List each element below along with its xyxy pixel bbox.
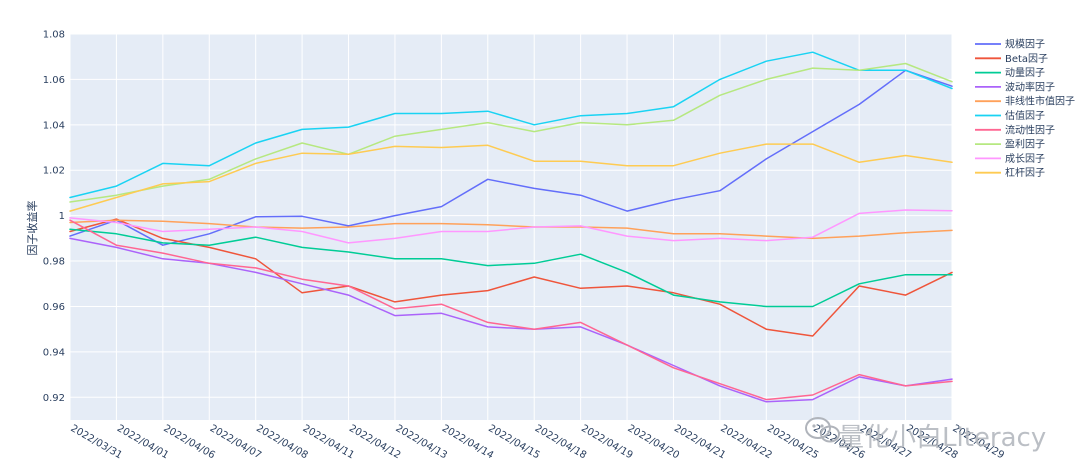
x-tick-label: 2022/04/18 (533, 423, 588, 460)
y-axis-title: 因子收益率 (25, 201, 39, 256)
legend[interactable]: 规模因子 Beta因子动量因子波动率因子非线性市值因子估值因子流动性因子盈利因子成… (975, 38, 1075, 180)
watermark-text: 量化小白Literacy (838, 423, 1046, 453)
series-line-7 (69, 62, 953, 203)
legend-item[interactable]: 动量因子 (975, 67, 1045, 79)
legend-item[interactable]: 流动性因子 (975, 123, 1055, 136)
x-tick-label: 2022/04/06 (161, 423, 216, 460)
x-tick-label: 2022/04/14 (440, 423, 495, 460)
legend-label: 动量因子 (1005, 67, 1045, 79)
watermark: 量化小白Literacy (805, 417, 1046, 453)
legend-label: 规模因子 (1005, 38, 1045, 51)
series-line-1 (69, 218, 953, 337)
legend-item[interactable]: 成长因子 (975, 153, 1045, 165)
legend-label: 非线性市值因子 (1005, 95, 1075, 108)
legend-item[interactable]: Beta因子 (975, 53, 1048, 65)
legend-item[interactable]: 规模因子 (975, 38, 1045, 51)
y-tick-label: 1.02 (43, 166, 65, 177)
x-tick-label: 2022/04/12 (347, 423, 402, 460)
series-line-6 (69, 219, 953, 401)
y-tick-label: 0.98 (43, 257, 65, 268)
x-tick-label: 2022/04/01 (115, 423, 170, 460)
legend-item[interactable]: 杠杆因子 (975, 166, 1045, 179)
series-line-2 (69, 228, 953, 308)
plot-background (70, 34, 952, 420)
legend-label: 流动性因子 (1005, 123, 1055, 136)
x-tick-label: 2022/03/31 (69, 423, 124, 460)
x-tick-label: 2022/04/15 (486, 423, 541, 460)
legend-label: 波动率因子 (1005, 80, 1055, 93)
legend-label: 杠杆因子 (1005, 166, 1045, 179)
legend-label: 盈利因子 (1005, 139, 1045, 151)
x-tick-label: 2022/04/21 (672, 423, 727, 460)
x-tick-label: 2022/04/25 (765, 423, 820, 460)
y-tick-label: 1.08 (43, 30, 65, 41)
y-tick-label: 0.94 (43, 347, 65, 358)
x-tick-label: 2022/04/22 (718, 423, 773, 460)
y-tick-label: 0.92 (43, 393, 65, 404)
y-tick-label: 1.04 (43, 120, 65, 131)
x-tick-label: 2022/04/19 (579, 423, 634, 460)
legend-label: Beta因子 (1005, 53, 1048, 65)
legend-item[interactable]: 估值因子 (975, 109, 1045, 122)
x-tick-label: 2022/04/07 (208, 423, 263, 460)
wechat-icon (805, 417, 840, 443)
legend-label: 成长因子 (1005, 153, 1045, 165)
x-tick-label: 2022/04/20 (626, 423, 681, 460)
legend-label: 估值因子 (1005, 109, 1045, 122)
y-axis-ticks: 0.92 0.94 0.96 0.98 1 1.02 1.04 1.06 1.08 (43, 30, 65, 404)
y-tick-label: 0.96 (43, 302, 65, 313)
legend-item[interactable]: 非线性市值因子 (975, 95, 1075, 108)
x-tick-label: 2022/04/13 (393, 423, 448, 460)
series-lines (69, 51, 953, 403)
x-tick-label: 2022/04/11 (301, 423, 356, 460)
x-tick-label: 2022/04/08 (254, 423, 309, 460)
legend-item[interactable]: 波动率因子 (975, 80, 1055, 93)
legend-item[interactable]: 盈利因子 (975, 139, 1045, 151)
y-tick-label: 1 (59, 211, 65, 222)
y-tick-label: 1.06 (43, 75, 65, 86)
series-line-5 (69, 51, 953, 199)
series-line-8 (69, 209, 953, 244)
series-line-0 (69, 69, 953, 246)
series-line-9 (69, 143, 953, 212)
